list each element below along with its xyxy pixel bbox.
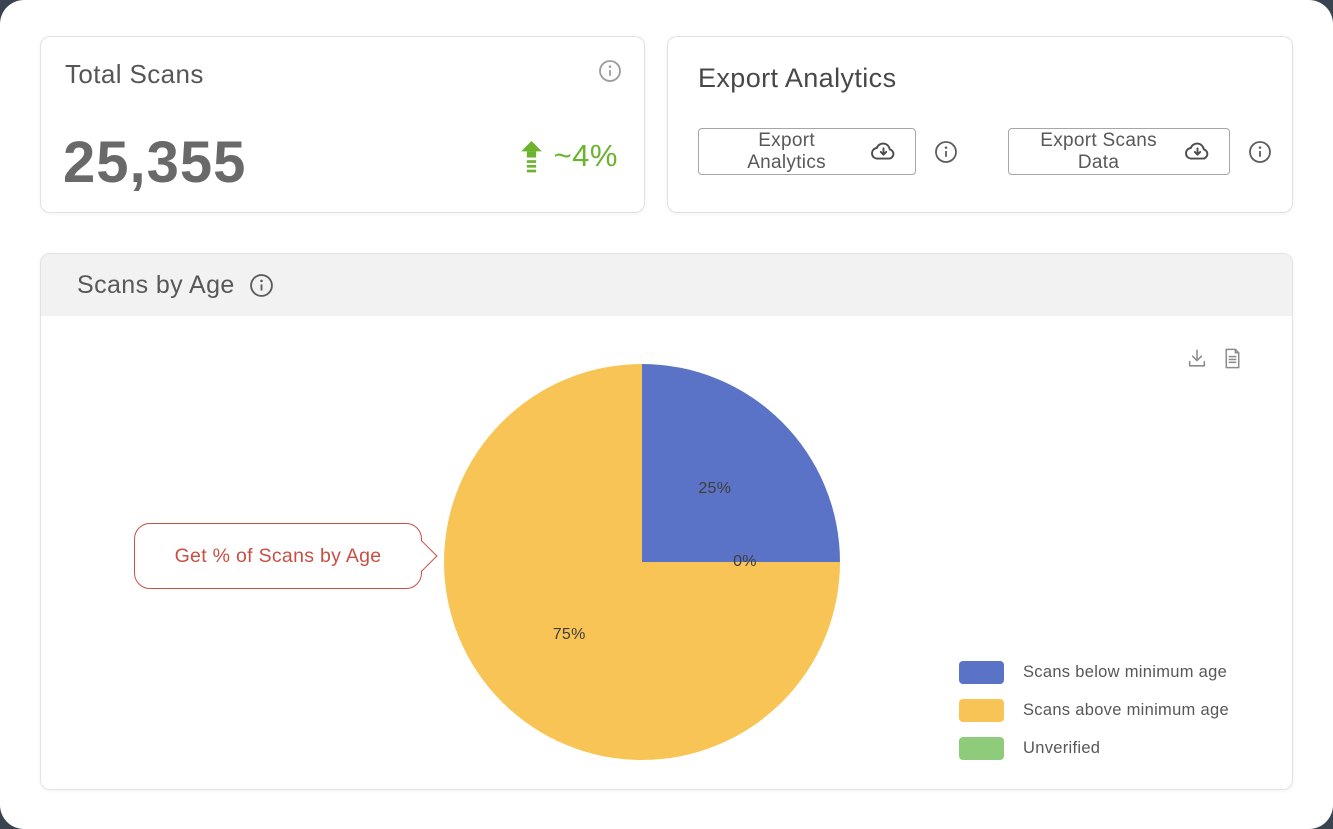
legend-swatch: [959, 737, 1004, 760]
scans-by-age-chart-area: 25% 0% 75% Get % of Scans by Age Scans bel…: [41, 316, 1292, 789]
scan-trend: ~4%: [519, 138, 618, 174]
info-icon[interactable]: [1248, 140, 1272, 164]
info-icon[interactable]: [249, 273, 274, 298]
increase-arrow-icon: [519, 140, 544, 173]
total-scans-title: Total Scans: [65, 59, 204, 89]
pie-slice-label: 0%: [733, 553, 757, 570]
legend-label: Scans below minimum age: [1023, 663, 1228, 681]
scans-by-age-card: Scans by Age: [40, 253, 1293, 790]
export-analytics-button[interactable]: Export Analytics: [698, 128, 917, 175]
total-scans-value: 25,355: [63, 130, 247, 195]
export-analytics-button-label: Export Analytics: [747, 129, 826, 173]
total-scans-card: Total Scans 25,355 ~4%: [40, 36, 645, 213]
pie-callout-tooltip: Get % of Scans by Age: [134, 523, 422, 589]
document-icon[interactable]: [1221, 346, 1244, 371]
scans-by-age-header: Scans by Age: [41, 254, 1292, 316]
export-scans-data-button[interactable]: Export Scans Data: [1008, 128, 1230, 175]
pie-slice-label: 75%: [552, 625, 586, 643]
legend-label: Unverified: [1023, 739, 1101, 757]
scans-by-age-title: Scans by Age: [77, 270, 235, 299]
legend-swatch: [959, 699, 1004, 722]
legend-item[interactable]: Scans below minimum age: [959, 661, 1229, 684]
info-icon[interactable]: [934, 140, 958, 164]
pie-callout-text: Get % of Scans by Age: [174, 544, 382, 567]
cloud-download-icon: [1184, 138, 1211, 165]
legend-item[interactable]: Scans above minimum age: [959, 699, 1229, 722]
chart-toolbar: [1186, 346, 1244, 371]
scans-by-age-pie-chart[interactable]: 25% 0% 75%: [444, 364, 840, 760]
legend-label: Scans above minimum age: [1023, 701, 1229, 719]
chart-legend: Scans below minimum age Scans above minim…: [959, 661, 1229, 775]
legend-swatch: [959, 661, 1004, 684]
export-analytics-card: Export Analytics Export Analytics: [667, 36, 1293, 213]
download-icon[interactable]: [1186, 347, 1208, 370]
export-analytics-title: Export Analytics: [698, 63, 897, 93]
info-icon[interactable]: [598, 59, 622, 83]
pie-slice-label: 25%: [698, 480, 732, 498]
cloud-download-icon: [870, 138, 897, 165]
trend-percentage: ~4%: [553, 138, 618, 173]
export-buttons-row: Export Analytics Export Scans Data: [698, 128, 1272, 175]
legend-item[interactable]: Unverified: [959, 737, 1229, 760]
export-scans-data-button-label: Export Scans Data: [1040, 129, 1157, 173]
